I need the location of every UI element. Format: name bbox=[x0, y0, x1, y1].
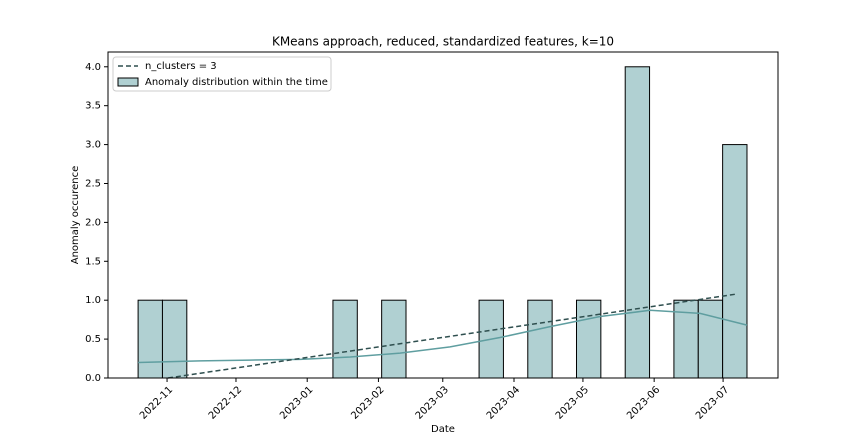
legend-label: n_clusters = 3 bbox=[145, 61, 217, 72]
y-axis-label: Anomaly occurence bbox=[70, 166, 81, 265]
trend-line bbox=[167, 293, 738, 379]
y-tick-label: 2.5 bbox=[85, 178, 101, 189]
x-tick-label: 2023-05 bbox=[554, 384, 591, 421]
y-tick-label: 2.0 bbox=[85, 217, 101, 228]
y-tick-label: 1.0 bbox=[85, 295, 101, 306]
y-tick-label: 0.0 bbox=[85, 373, 101, 384]
x-tick-label: 2023-04 bbox=[485, 384, 522, 421]
legend-swatch bbox=[117, 77, 139, 87]
bar bbox=[575, 299, 602, 379]
y-tick-label: 1.5 bbox=[85, 256, 101, 267]
bar bbox=[161, 299, 188, 379]
y-tick-label: 4.0 bbox=[85, 62, 101, 73]
x-tick-label: 2022-12 bbox=[207, 384, 244, 421]
x-tick-label: 2023-02 bbox=[349, 384, 386, 421]
x-axis-label: Date bbox=[431, 424, 455, 432]
bar bbox=[624, 66, 651, 379]
bar bbox=[527, 299, 553, 379]
y-tick-label: 3.5 bbox=[85, 101, 101, 112]
bar bbox=[332, 299, 358, 379]
x-tick-label: 2023-07 bbox=[694, 384, 731, 421]
y-tick-label: 0.5 bbox=[85, 334, 101, 345]
x-tick-label: 2023-01 bbox=[278, 384, 315, 421]
legend-label: Anomaly distribution within the time bbox=[145, 77, 328, 88]
kde-line bbox=[138, 309, 748, 364]
y-tick-label: 3.0 bbox=[85, 140, 101, 151]
x-tick-label: 2023-03 bbox=[414, 384, 451, 421]
bar bbox=[722, 144, 748, 379]
bar bbox=[381, 299, 407, 379]
chart-title: KMeans approach, reduced, standardized f… bbox=[272, 35, 614, 49]
plot-frame bbox=[107, 51, 779, 379]
bar bbox=[697, 299, 724, 379]
x-tick-label: 2022-11 bbox=[138, 384, 175, 421]
x-tick-label: 2023-06 bbox=[625, 384, 662, 421]
legend-box bbox=[112, 56, 332, 92]
bar bbox=[137, 299, 163, 379]
